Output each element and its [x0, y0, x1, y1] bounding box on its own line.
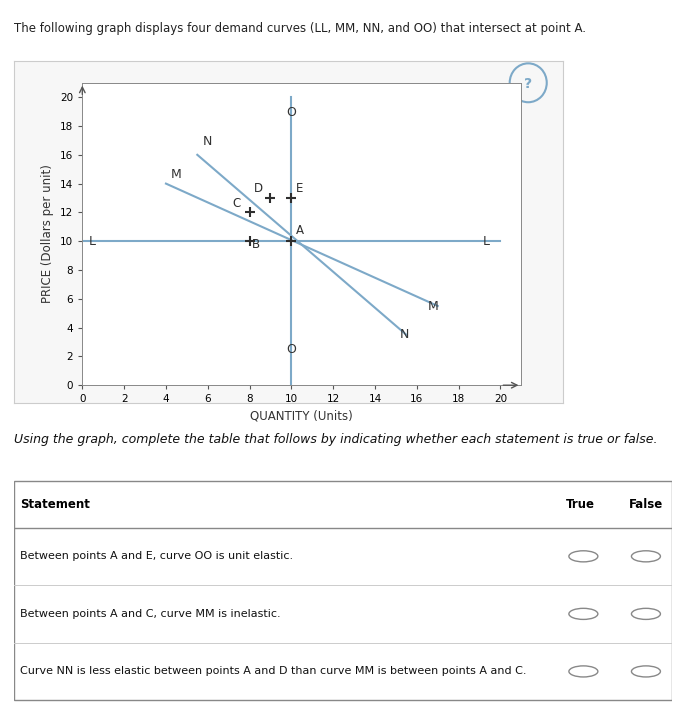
Text: Between points A and C, curve MM is inelastic.: Between points A and C, curve MM is inel… [21, 609, 281, 619]
Text: The following graph displays four demand curves (LL, MM, NN, and OO) that inters: The following graph displays four demand… [14, 22, 586, 35]
Text: N: N [203, 135, 213, 148]
Text: Using the graph, complete the table that follows by indicating whether each stat: Using the graph, complete the table that… [14, 433, 657, 446]
Text: D: D [254, 182, 263, 195]
Bar [14, 481, 672, 700]
Text: Between points A and E, curve OO is unit elastic.: Between points A and E, curve OO is unit… [21, 552, 294, 562]
Text: L: L [483, 235, 490, 248]
Text: L: L [88, 235, 95, 248]
Text: C: C [233, 197, 241, 210]
Text: Statement: Statement [21, 498, 90, 510]
Text: Curve NN is less elastic between points A and D than curve MM is between points : Curve NN is less elastic between points … [21, 667, 527, 676]
Text: B: B [252, 238, 260, 251]
Text: O: O [287, 106, 296, 119]
Y-axis label: PRICE (Dollars per unit): PRICE (Dollars per unit) [41, 165, 54, 303]
Text: O: O [287, 343, 296, 356]
Text: False: False [629, 498, 663, 510]
Text: N: N [400, 328, 410, 341]
Text: ?: ? [524, 76, 532, 91]
Text: True: True [565, 498, 595, 510]
X-axis label: QUANTITY (Units): QUANTITY (Units) [250, 410, 353, 423]
Text: E: E [296, 182, 303, 195]
Text: M: M [427, 300, 438, 312]
FancyBboxPatch shape [14, 481, 672, 528]
Text: A: A [296, 224, 304, 237]
Text: M: M [171, 168, 182, 181]
